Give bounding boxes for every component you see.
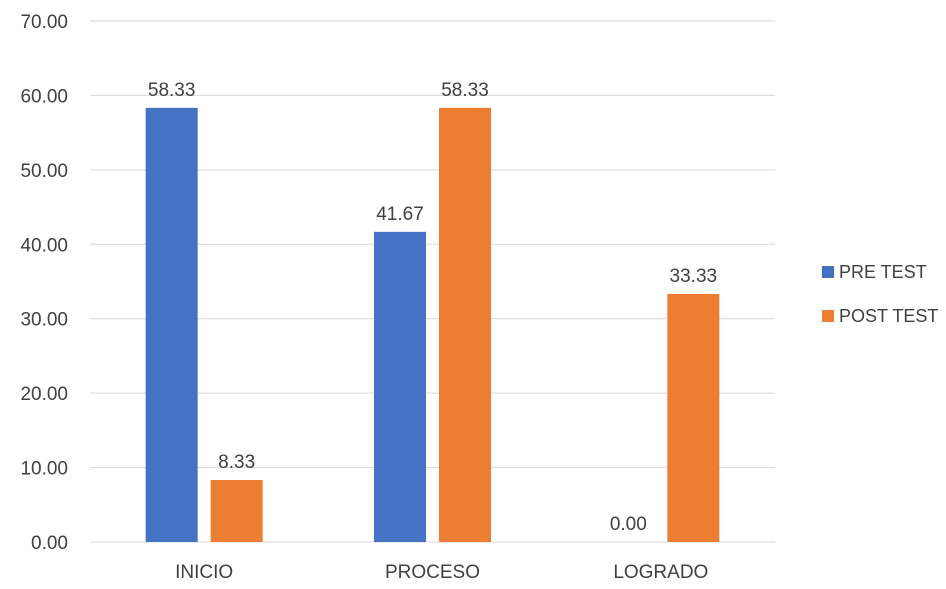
bar-pre-test-proceso xyxy=(374,231,426,542)
legend-swatch xyxy=(822,310,834,322)
y-tick-label: 40.00 xyxy=(20,235,68,256)
bar-pre-test-inicio xyxy=(145,107,198,542)
x-category-label: PROCESO xyxy=(385,562,480,583)
y-tick-label: 70.00 xyxy=(20,12,68,33)
y-tick-label: 30.00 xyxy=(20,310,68,331)
data-label: 58.33 xyxy=(441,80,489,101)
bars xyxy=(145,107,720,542)
legend-swatch xyxy=(822,266,834,278)
y-tick-label: 0.00 xyxy=(31,533,68,554)
data-label: 33.33 xyxy=(670,266,718,287)
y-tick-label: 10.00 xyxy=(20,459,68,480)
bar-post-test-proceso xyxy=(439,107,491,542)
legend: PRE TEST POST TEST xyxy=(822,262,938,326)
data-label: 58.33 xyxy=(148,80,196,101)
y-axis-ticks: 0.00 10.00 20.00 30.00 40.00 50.00 60.00 70.00 xyxy=(20,12,68,554)
data-label: 8.33 xyxy=(218,452,255,473)
gridlines xyxy=(90,20,775,543)
data-label: 41.67 xyxy=(376,204,424,225)
x-category-label: LOGRADO xyxy=(613,562,708,583)
y-tick-label: 60.00 xyxy=(20,86,68,107)
y-tick-label: 50.00 xyxy=(20,161,68,182)
y-tick-label: 20.00 xyxy=(20,384,68,405)
x-axis-categories: INICIO PROCESO LOGRADO xyxy=(175,562,708,583)
x-category-label: INICIO xyxy=(175,562,233,583)
legend-label: PRE TEST xyxy=(839,262,927,282)
data-label: 0.00 xyxy=(610,514,647,535)
bar-post-test-inicio xyxy=(210,480,263,542)
bar-post-test-logrado xyxy=(667,293,720,542)
data-labels: 58.33 8.33 41.67 58.33 0.00 33.33 xyxy=(148,80,717,535)
legend-label: POST TEST xyxy=(839,306,938,326)
